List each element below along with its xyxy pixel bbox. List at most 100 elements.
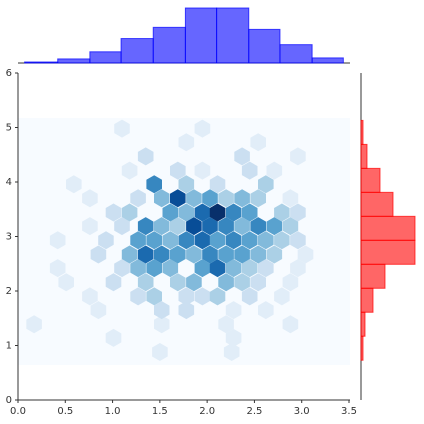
marginal-y-bar [360,263,386,289]
hexbin-cell [121,161,138,180]
hexbin-cell [194,259,211,278]
hexbin-cell [225,259,242,278]
hexbin-cell [209,175,226,194]
x-tick-label: 3.0 [294,406,310,417]
hexbin-cell [282,189,299,208]
hexbin-cell [258,301,274,320]
hexbin-cell [186,273,202,292]
marginal-y-bar [360,311,366,337]
marginal-x-bar [184,7,218,64]
hexbin-cell [274,231,290,250]
marginal-y-bar [360,335,364,361]
hexbin-cell [274,203,290,222]
hexbin-cell [241,203,258,222]
marginal-x-bar [279,44,313,64]
hexbin-cell [194,119,211,138]
hexbin-cell [282,315,299,334]
hexbin-cell [209,203,226,222]
hexbin-cell [146,231,162,250]
marginal-x-bar [248,28,281,64]
hexbin-cell [209,287,226,306]
hexbin-cell [250,245,266,264]
hexbin-cell [234,273,250,292]
hexbin-cell [137,273,154,292]
hexbin-cell [186,217,202,236]
marginal-y-bar [360,239,416,265]
hexbin-cell [105,273,122,292]
hexbin-cell [258,175,274,194]
hexbin-cell [282,273,299,292]
hexbin-cell [170,189,186,208]
hexbin-cell [241,161,258,180]
marginal-x-bar [311,57,344,64]
hexbin-cell [186,245,202,264]
hexbin-cell [194,231,211,250]
hexbin-cell [258,259,274,278]
y-tick-label: 3 [6,232,12,243]
hexbin-cell [218,273,234,292]
marginal-x-bar [152,26,186,64]
marginal-y-bar [360,119,364,145]
hexbin-cell [82,217,98,236]
hexbin-cell [290,231,306,250]
hexbin-cell [154,189,170,208]
y-tick-label: 4 [6,177,12,188]
hexbin-cell [250,189,266,208]
hexbin-cell [241,287,258,306]
hexbin-cell [58,273,74,292]
hexbin-cell [178,287,195,306]
hexbin-cell [121,245,138,264]
hexbin-cell [209,259,226,278]
hexbin-cell [146,287,162,306]
hexbin-cell [90,245,107,264]
hexbin-cell [130,259,146,278]
y-tick-label: 1 [6,341,12,352]
hexbin-cell [154,217,170,236]
hexbin-cell [266,161,283,180]
hexbin-cell [202,217,218,236]
hexbin-cell [297,245,314,264]
y-tick-label: 6 [6,68,12,79]
hexbin-cell [114,119,130,138]
hexbin-cell [49,259,66,278]
hexbin-cell [282,217,299,236]
hexbin-cell [250,133,266,152]
hexbin-cell [114,259,130,278]
hexbin-cell [170,217,186,236]
marginal-x-bar [24,61,59,64]
hexbin-cell [250,273,266,292]
marginal-x-bar [216,7,250,64]
hexbin-cell [218,217,234,236]
hexbin-cell [218,245,234,264]
hexbin-cell [26,315,42,334]
hexbin-cell [202,245,218,264]
hexbin-cell [154,315,170,334]
hexbin-cell [223,343,240,361]
hexbin-cell [130,287,146,306]
hexbin-cell [202,189,218,208]
x-tick-label: 2.0 [199,406,215,417]
hexbin-cell [146,259,162,278]
hexbin-cell [170,273,186,292]
hexbin-cell [225,301,242,320]
hexbin-cell [258,231,274,250]
hexbin-cell [154,245,170,264]
hexbin-cell [225,231,242,250]
hexbin-cell [105,328,122,347]
hexbin-cell [234,147,250,166]
hexbin-cell [49,231,66,250]
hexbin-cell [290,147,306,166]
marginal-y-bar [360,215,416,241]
hexbin-cell [234,217,250,236]
hexbin-cell [274,287,290,306]
hexbin-cell [194,161,211,180]
x-tick-label: 3.5 [341,406,357,417]
hexbin-cell [241,231,258,250]
marginal-y-bar [360,167,381,193]
y-tick-label: 5 [6,123,12,134]
hexbin-cell [209,231,226,250]
hexbin-cell [266,217,283,236]
hexbin-cell [137,217,154,236]
hexbin-cell [146,175,162,194]
